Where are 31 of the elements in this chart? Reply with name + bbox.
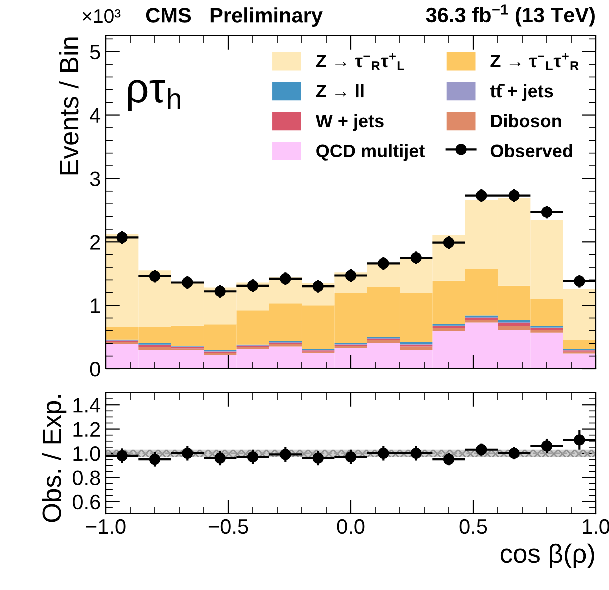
y-tick-label: 3: [90, 172, 100, 186]
x-axis-title: cos β(ρ): [500, 544, 594, 568]
y-tick-label: 2: [90, 235, 100, 250]
chart-subtitle: Preliminary: [210, 8, 323, 27]
x-tick-label: 0.5: [460, 519, 488, 534]
legend-label: Observed: [490, 144, 572, 158]
y-tick-label: 1.4: [74, 398, 101, 413]
y-tick-label: 5: [90, 45, 100, 60]
x-tick-label: −0.5: [208, 519, 248, 534]
y-tick-label: 0: [90, 362, 100, 377]
y-tick-label: 1.0: [74, 446, 100, 462]
legend-label: W + jets: [316, 114, 384, 132]
legend-label: Z → τ$^{−}$$_{L}$τ$^{+}$$_{R}$: [490, 53, 579, 70]
x-tick-label: 0.0: [337, 519, 365, 534]
y-tick-label: 1: [91, 298, 100, 314]
legend-label: Z → ll: [316, 84, 364, 98]
legend-label: QCD multijet: [316, 144, 425, 162]
y-tick-label: 0.6: [72, 494, 100, 510]
y-axis-title: Obs. / Exp.: [42, 395, 67, 522]
x-tick-label: −1.0: [86, 519, 126, 534]
y-tick-label: 1.2: [74, 422, 100, 437]
text: ×10³: [82, 9, 121, 24]
text: 36.3 fb$^{−1}$ (13 TeV): [426, 4, 595, 27]
annotation: ρτ$_{h}$: [128, 80, 180, 112]
y-axis-title: Events / Bin: [59, 38, 79, 175]
y-tick-label: 0.8: [72, 470, 100, 486]
legend-label: Z → τ$^{−}$$_{R}$τ$^{+}$$_{L}$: [316, 53, 404, 70]
legend-label: Diboson: [491, 114, 562, 128]
y-tick-label: 4: [90, 108, 101, 123]
chart-title: CMS: [146, 8, 192, 23]
legend-label: tt̄ + jets: [490, 84, 554, 102]
